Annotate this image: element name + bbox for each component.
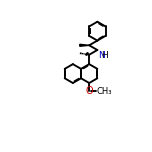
Polygon shape: [80, 44, 89, 46]
Text: O: O: [85, 86, 93, 96]
Text: H: H: [101, 51, 107, 60]
Text: N: N: [98, 51, 105, 60]
Text: CH₃: CH₃: [97, 86, 112, 95]
